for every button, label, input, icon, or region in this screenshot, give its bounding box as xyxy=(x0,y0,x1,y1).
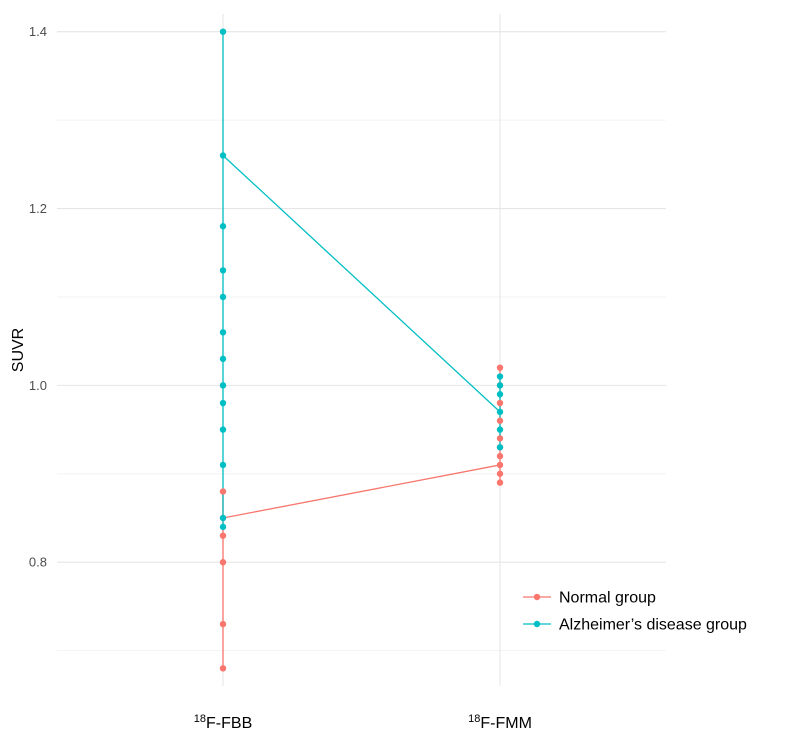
data-point xyxy=(219,399,227,407)
data-point xyxy=(496,391,504,398)
data-point xyxy=(496,408,504,416)
grid-lines xyxy=(57,14,666,686)
data-point xyxy=(219,461,227,469)
data-point xyxy=(219,620,227,628)
series-normal-group xyxy=(222,367,501,669)
points-normal-group xyxy=(219,364,504,672)
x-tick-name: F-FBB xyxy=(206,715,252,732)
data-point xyxy=(496,461,504,469)
data-point xyxy=(219,355,227,363)
points-alzheimers-group xyxy=(219,28,504,531)
data-point xyxy=(219,329,227,336)
x-tick-label: 18F-FMM xyxy=(468,713,532,732)
legend-key-point xyxy=(533,593,541,601)
data-point xyxy=(496,373,504,380)
data-point xyxy=(496,382,504,389)
data-point xyxy=(496,399,504,407)
mean-line xyxy=(222,154,501,413)
y-tick-label: 1.0 xyxy=(29,378,47,393)
x-axis-ticks: 18F-FBB 18F-FMM xyxy=(194,713,532,732)
legend-item: Normal group xyxy=(523,590,656,607)
data-point xyxy=(219,223,227,230)
series-alzheimers-group xyxy=(222,31,501,527)
data-point xyxy=(496,426,504,433)
data-point xyxy=(219,665,227,672)
data-point xyxy=(219,152,227,159)
data-point xyxy=(496,364,504,371)
y-axis-title: SUVR xyxy=(10,328,27,372)
y-tick-label: 0.8 xyxy=(29,555,47,570)
legend-key-point xyxy=(533,620,541,628)
x-tick-superscript: 18 xyxy=(468,713,480,725)
legend-label: Alzheimer’s disease group xyxy=(559,617,747,634)
data-point xyxy=(219,426,227,433)
data-point xyxy=(219,559,227,566)
data-point xyxy=(219,532,227,539)
x-tick-superscript: 18 xyxy=(194,713,206,725)
x-tick-name: F-FMM xyxy=(480,715,532,732)
data-point xyxy=(496,452,504,460)
data-point xyxy=(496,444,504,451)
y-tick-label: 1.4 xyxy=(29,24,47,39)
data-point xyxy=(219,514,227,522)
legend-label: Normal group xyxy=(559,590,656,607)
mean-line xyxy=(222,464,501,519)
data-point xyxy=(219,382,227,389)
series-layer xyxy=(219,28,504,672)
data-point xyxy=(496,417,504,424)
y-axis-ticks: 0.8 1.0 1.2 1.4 xyxy=(29,24,47,570)
data-point xyxy=(496,479,504,486)
data-point xyxy=(219,28,227,35)
data-point xyxy=(219,488,227,495)
data-point xyxy=(496,435,504,442)
data-point xyxy=(219,523,227,531)
x-tick-label: 18F-FBB xyxy=(194,713,252,732)
y-tick-label: 1.2 xyxy=(29,201,47,216)
data-point xyxy=(496,470,504,477)
legend-item: Alzheimer’s disease group xyxy=(523,617,747,634)
data-point xyxy=(219,293,227,301)
data-point xyxy=(219,267,227,274)
legend: Normal group Alzheimer’s disease group xyxy=(523,590,747,634)
